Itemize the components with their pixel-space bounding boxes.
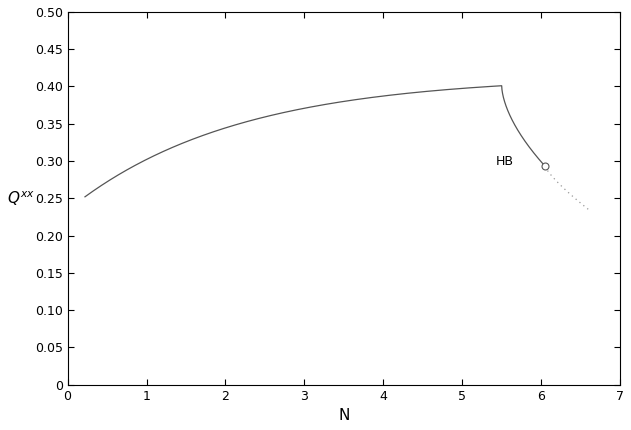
Y-axis label: $\it{Q}^{\it{xx}}$: $\it{Q}^{\it{xx}}$ xyxy=(7,189,35,208)
Text: HB: HB xyxy=(495,154,514,168)
X-axis label: N: N xyxy=(338,408,350,423)
